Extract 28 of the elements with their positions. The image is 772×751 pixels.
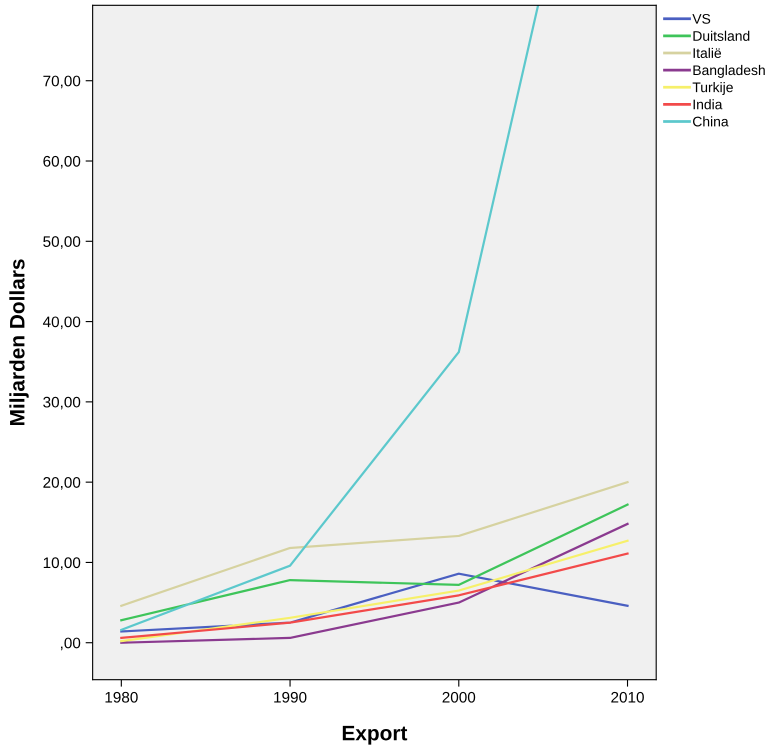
legend-label: India (694, 99, 722, 110)
legend-label: Duitsland (693, 30, 750, 41)
x-tick-label: 1980 (105, 692, 138, 703)
legend-label: Bangladesh (693, 64, 765, 78)
legend-label: China (693, 116, 729, 126)
line-series (120, 481, 629, 607)
legend-label: Turkije (692, 82, 733, 95)
y-tick-label: 70,00 (43, 76, 80, 88)
y-tick-label: 30,00 (43, 396, 80, 410)
line-series (120, 5, 540, 631)
line-series (120, 522, 629, 644)
x-tick-label: 1990 (274, 692, 306, 703)
y-tick-label: 60,00 (43, 156, 80, 168)
x-tick-label: 2000 (442, 692, 476, 703)
legend-label: VS (692, 14, 710, 24)
line-series (120, 552, 629, 640)
y-tick-label: 50,00 (43, 236, 80, 249)
y-tick-label: 10,00 (44, 557, 80, 570)
line-series (120, 504, 629, 622)
x-axis-title: Export (342, 726, 408, 745)
y-tick-label: 20,00 (43, 477, 80, 490)
y-axis-title: Miljarden Dollars (9, 259, 29, 425)
y-tick-label: 40,00 (42, 316, 80, 330)
line-series (120, 540, 629, 642)
y-tick-label: ,00 (60, 638, 80, 650)
x-tick-label: 2010 (611, 692, 644, 703)
legend-label: Italië (694, 48, 722, 58)
line-series (120, 572, 629, 633)
